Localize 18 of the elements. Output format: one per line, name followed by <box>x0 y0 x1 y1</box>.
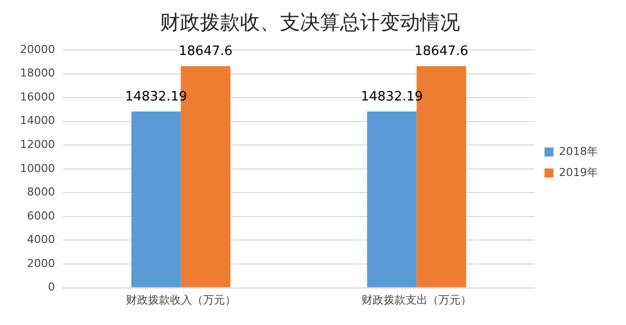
legend-label: 2019年 <box>559 166 598 179</box>
y-tick-label: 2000 <box>26 256 55 270</box>
y-tick-label: 20000 <box>20 42 55 56</box>
y-tick-label: 16000 <box>20 90 55 104</box>
x-tick-label: 财政拨款收入（万元） <box>126 293 236 306</box>
y-tick-label: 10000 <box>20 162 55 175</box>
y-tick-label: 4000 <box>26 233 55 246</box>
y-tick-label: 18000 <box>20 66 55 80</box>
chart-title: 财政拨款收、支决算总计变动情况 <box>160 10 460 34</box>
data-label: 18647.6 <box>414 44 468 59</box>
y-tick-label: 14000 <box>20 114 55 128</box>
y-tick-label: 8000 <box>26 186 55 199</box>
x-tick-label: 财政拨款支出（万元） <box>362 293 472 306</box>
y-tick-label: 0 <box>48 280 55 294</box>
y-tick-label: 12000 <box>20 138 55 151</box>
y-tick-label: 6000 <box>26 209 55 222</box>
data-label: 18647.6 <box>178 44 233 59</box>
legend-label: 2018年 <box>559 144 598 158</box>
